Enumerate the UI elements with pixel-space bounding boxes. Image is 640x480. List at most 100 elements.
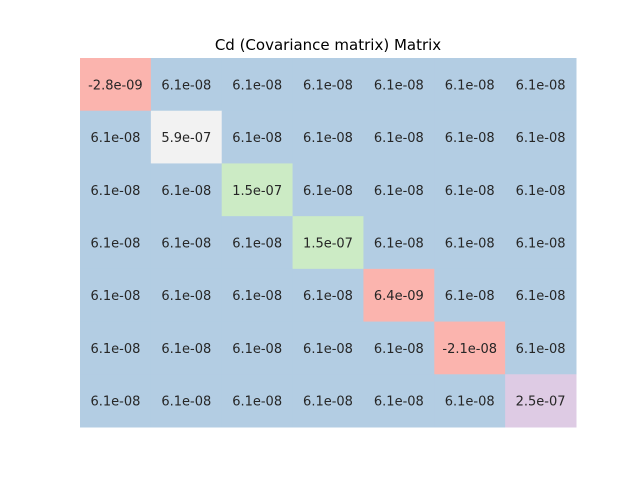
heatmap-cell-r6-c4: [363, 374, 435, 428]
heatmap-cell-r2-c1: [150, 163, 223, 217]
cell-value-r2-c2: 1.5e-07: [232, 184, 282, 199]
cell-value-r4-c2: 6.1e-08: [232, 289, 282, 304]
cell-value-r1-c2: 6.1e-08: [232, 131, 282, 146]
cell-value-r5-c1: 6.1e-08: [161, 342, 211, 357]
cell-value-r5-c4: 6.1e-08: [374, 342, 424, 357]
cell-value-r4-c6: 6.1e-08: [516, 289, 566, 304]
heatmap-cell-r1-c1: [150, 110, 223, 164]
heatmap-cell-r2-c5: [434, 163, 506, 217]
cell-value-r3-c6: 6.1e-08: [516, 237, 566, 252]
cell-value-r6-c2: 6.1e-08: [232, 395, 282, 410]
cell-value-r2-c3: 6.1e-08: [303, 184, 353, 199]
heatmap-cell-r4-c2: [221, 268, 294, 323]
heatmap-cell-r1-c0: [80, 110, 152, 164]
cell-value-r6-c6: 2.5e-07: [516, 395, 566, 410]
heatmap-cell-r4-c3: [292, 268, 364, 323]
cell-value-r0-c0: -2.8e-09: [88, 78, 143, 93]
heatmap-cell-r3-c4: [363, 216, 435, 270]
heatmap-cell-r5-c3: [292, 321, 364, 375]
cell-value-r0-c3: 6.1e-08: [303, 78, 353, 93]
heatmap-cell-r6-c6: [505, 374, 577, 428]
cell-value-r1-c1: 5.9e-07: [161, 131, 211, 146]
cell-value-r3-c3: 1.5e-07: [303, 237, 353, 252]
heatmap-cell-r5-c2: [221, 321, 294, 375]
cell-value-r4-c1: 6.1e-08: [161, 289, 211, 304]
cell-value-r1-c5: 6.1e-08: [445, 131, 495, 146]
cell-value-r6-c1: 6.1e-08: [161, 395, 211, 410]
cell-value-r6-c0: 6.1e-08: [90, 395, 140, 410]
heatmap-cell-r6-c2: [221, 374, 294, 428]
cell-value-r2-c5: 6.1e-08: [445, 184, 495, 199]
heatmap-cell-r6-c1: [150, 374, 223, 428]
heatmap-cell-r0-c4: [363, 58, 435, 112]
cell-value-r5-c2: 6.1e-08: [232, 342, 282, 357]
heatmap-cell-r0-c1: [150, 58, 223, 112]
cell-value-r5-c3: 6.1e-08: [303, 342, 353, 357]
cell-value-r2-c0: 6.1e-08: [90, 184, 140, 199]
heatmap-cell-r0-c5: [434, 58, 506, 112]
heatmap-cell-r3-c5: [434, 216, 506, 270]
cell-value-r4-c4: 6.4e-09: [374, 289, 424, 304]
heatmap-cell-r3-c6: [505, 216, 577, 270]
cell-value-r3-c5: 6.1e-08: [445, 237, 495, 252]
heatmap-cell-r5-c6: [505, 321, 577, 375]
cell-value-r1-c3: 6.1e-08: [303, 131, 353, 146]
cell-value-r5-c5: -2.1e-08: [442, 342, 497, 357]
heatmap-cell-r5-c0: [80, 321, 152, 375]
heatmap-cell-r5-c1: [150, 321, 223, 375]
cell-value-r1-c4: 6.1e-08: [374, 131, 424, 146]
heatmap-cell-r2-c0: [80, 163, 152, 217]
cell-value-r2-c1: 6.1e-08: [161, 184, 211, 199]
heatmap-cell-r4-c4: [363, 268, 435, 323]
cell-value-r0-c5: 6.1e-08: [445, 78, 495, 93]
cell-value-r0-c6: 6.1e-08: [516, 78, 566, 93]
heatmap-grid: -2.8e-09 6.1e-08 6.1e-08 6.1e-08 6.1e-08 6.1e…: [80, 58, 577, 428]
cell-value-r5-c6: 6.1e-08: [516, 342, 566, 357]
cell-value-r6-c3: 6.1e-08: [303, 395, 353, 410]
heatmap-cell-r1-c5: [434, 110, 506, 164]
cell-value-r3-c0: 6.1e-08: [90, 237, 140, 252]
heatmap-cell-r2-c3: [292, 163, 364, 217]
heatmap-cell-r2-c6: [505, 163, 577, 217]
cell-value-r0-c2: 6.1e-08: [232, 78, 282, 93]
heatmap-cell-r3-c1: [150, 216, 223, 270]
cell-value-r4-c5: 6.1e-08: [445, 289, 495, 304]
heatmap-cell-r5-c5: [434, 321, 506, 375]
heatmap-cell-r1-c3: [292, 110, 364, 164]
cell-value-r2-c6: 6.1e-08: [516, 184, 566, 199]
heatmap-cell-r3-c3: [292, 216, 364, 270]
heatmap-cell-r2-c4: [363, 163, 435, 217]
heatmap-cell-r5-c4: [363, 321, 435, 375]
cell-value-r0-c1: 6.1e-08: [161, 78, 211, 93]
cell-value-r2-c4: 6.1e-08: [374, 184, 424, 199]
heatmap-cell-r3-c0: [80, 216, 152, 270]
cell-value-r3-c1: 6.1e-08: [161, 237, 211, 252]
heatmap-cell-r1-c4: [363, 110, 435, 164]
heatmap-cell-r2-c2: [221, 163, 294, 217]
cell-value-r0-c4: 6.1e-08: [374, 78, 424, 93]
cell-value-r5-c0: 6.1e-08: [90, 342, 140, 357]
heatmap-cell-r0-c0: [80, 58, 152, 112]
heatmap-cell-r6-c3: [292, 374, 364, 428]
heatmap-cell-r0-c6: [505, 58, 577, 112]
heatmap-cell-r6-c0: [80, 374, 152, 428]
heatmap-cell-r0-c3: [292, 58, 364, 112]
heatmap-cell-r0-c2: [221, 58, 294, 112]
cell-value-r1-c6: 6.1e-08: [516, 131, 566, 146]
cell-value-r6-c5: 6.1e-08: [445, 395, 495, 410]
heatmap-cell-r6-c5: [434, 374, 506, 428]
heatmap-cell-r3-c2: [221, 216, 294, 270]
cell-value-r4-c0: 6.1e-08: [90, 289, 140, 304]
cell-value-r3-c2: 6.1e-08: [232, 237, 282, 252]
heatmap-cell-r4-c5: [434, 268, 506, 323]
chart-title: Cd (Covariance matrix) Matrix: [215, 36, 441, 54]
heatmap-cell-r4-c6: [505, 268, 577, 323]
heatmap-cell-r4-c1: [150, 268, 223, 323]
cell-value-r3-c4: 6.1e-08: [374, 237, 424, 252]
heatmap-cell-r1-c6: [505, 110, 577, 164]
cell-value-r4-c3: 6.1e-08: [303, 289, 353, 304]
cell-value-r1-c0: 6.1e-08: [90, 131, 140, 146]
cell-value-r6-c4: 6.1e-08: [374, 395, 424, 410]
heatmap-cell-r4-c0: [80, 268, 152, 323]
